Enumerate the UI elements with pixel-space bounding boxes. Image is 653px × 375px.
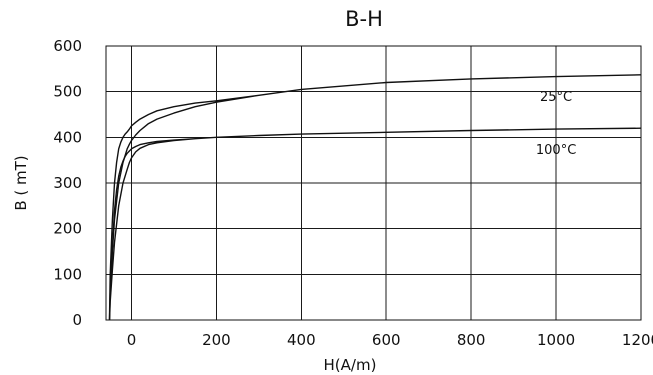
y-tick-label: 300 <box>53 174 82 192</box>
series-labels: 25°C 100°C <box>536 90 576 158</box>
series-curves <box>108 74 641 320</box>
x-tick-label: 600 <box>372 331 401 349</box>
y-tick-label: 0 <box>72 311 82 329</box>
y-tick-label: 200 <box>53 220 82 238</box>
y-tick-label: 100 <box>53 265 82 283</box>
series-curve-100c <box>108 127 641 320</box>
grid <box>105 45 642 321</box>
x-tick-label: 0 <box>127 331 137 349</box>
chart-title: B-H <box>345 7 383 31</box>
y-tick-label: 600 <box>53 37 82 55</box>
y-axis-label: B ( mT) <box>12 155 30 210</box>
y-tick-label: 500 <box>53 83 82 101</box>
x-axis-label: H(A/m) <box>324 356 377 374</box>
x-tick-label: 400 <box>287 331 316 349</box>
plot-frame <box>105 45 642 321</box>
x-tick-label: 1000 <box>537 331 575 349</box>
y-tick-label: 400 <box>53 128 82 146</box>
x-tick-label: 200 <box>202 331 231 349</box>
series-label-100c: 100°C <box>536 143 576 158</box>
series-label-25c: 25°C <box>540 90 572 105</box>
x-tick-label: 800 <box>457 331 486 349</box>
series-curve-25c <box>108 74 641 320</box>
